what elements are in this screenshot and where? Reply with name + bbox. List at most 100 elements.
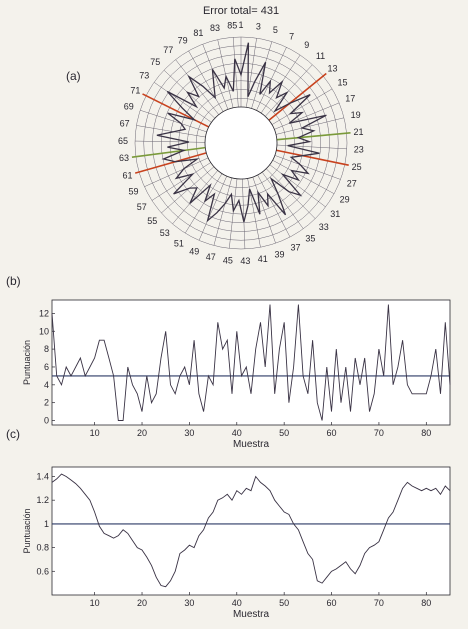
polar-spoke xyxy=(251,41,273,109)
polar-angle-label: 75 xyxy=(150,57,160,67)
polar-spoke xyxy=(232,37,239,108)
polar-highlight-spoke xyxy=(142,93,210,128)
y-tick-label: 1.2 xyxy=(36,495,49,505)
polar-highlight-spoke xyxy=(276,132,351,141)
polar-angle-label: 17 xyxy=(345,93,355,103)
polar-angle-label: 7 xyxy=(289,31,294,41)
x-tick-label: 40 xyxy=(232,598,242,608)
polar-angle-label: 65 xyxy=(118,136,128,146)
polar-spoke xyxy=(140,110,207,133)
y-tick-label: 6 xyxy=(44,362,49,372)
polar-angle-label: 37 xyxy=(290,243,300,253)
polar-spoke xyxy=(256,47,287,111)
polar-spoke xyxy=(144,157,209,187)
polar-angle-label: 53 xyxy=(160,228,170,238)
polar-spoke xyxy=(163,69,216,119)
polar-angle-label: 57 xyxy=(137,202,147,212)
polar-angle-label: 1 xyxy=(238,20,243,30)
polar-angle-label: 33 xyxy=(319,222,329,232)
polar-spoke xyxy=(272,160,335,194)
x-tick-label: 30 xyxy=(184,598,194,608)
y-tick-label: 1 xyxy=(44,519,49,529)
x-tick-label: 80 xyxy=(421,428,431,438)
x-tick-label: 30 xyxy=(184,428,194,438)
x-tick-label: 20 xyxy=(137,598,147,608)
polar-angle-labels: 1 3 57911131517192123252729313335373941434… xyxy=(118,20,364,266)
y-axis-label: Puntuación xyxy=(22,508,32,553)
polar-angle-label: 31 xyxy=(330,209,340,219)
polar-angle-label: 29 xyxy=(340,195,350,205)
polar-angle-label: 47 xyxy=(206,252,216,262)
polar-angle-label: 23 xyxy=(354,145,364,155)
polar-highlight-spoke xyxy=(134,152,207,174)
polar-chart-title: Error total= 431 xyxy=(203,5,279,17)
polar-spoke xyxy=(275,117,345,135)
panel-label-b: (b) xyxy=(6,274,21,288)
x-tick-label: 60 xyxy=(327,598,337,608)
x-tick-label: 40 xyxy=(232,428,242,438)
y-tick-label: 0.6 xyxy=(36,566,49,576)
x-tick-label: 60 xyxy=(327,428,337,438)
polar-spoke xyxy=(274,155,341,180)
polar-chart: Error total= 431 (a) 1 3 57911131517192123… xyxy=(66,5,364,266)
polar-angle-label: 3 xyxy=(256,21,261,31)
x-tick-label: 10 xyxy=(90,598,100,608)
polar-spoke xyxy=(261,171,304,229)
polar-angle-label: 67 xyxy=(120,119,130,129)
polar-spoke xyxy=(202,44,229,110)
polar-angle-label: 45 xyxy=(223,255,233,265)
polar-angle-label: 49 xyxy=(189,246,199,256)
series-line xyxy=(51,304,451,421)
y-tick-label: 8 xyxy=(44,344,49,354)
polar-spoke xyxy=(184,173,223,234)
y-tick-label: 0 xyxy=(44,416,49,426)
polar-angle-label: 39 xyxy=(274,250,284,260)
polar-highlighted-spokes xyxy=(131,72,351,174)
polar-spoke xyxy=(161,166,215,214)
polar-angle-label: 5 xyxy=(273,25,278,35)
x-axis-label: Muestra xyxy=(233,609,270,620)
y-tick-label: 12 xyxy=(39,308,49,318)
polar-spoke xyxy=(269,164,326,208)
polar-angle-label: 73 xyxy=(139,70,149,80)
polar-angle-label: 71 xyxy=(130,85,140,95)
polar-angle-label: 85 xyxy=(227,20,237,30)
polar-spoke xyxy=(266,168,316,219)
x-tick-label: 80 xyxy=(421,598,431,608)
polar-angle-label: 51 xyxy=(174,238,184,248)
polar-highlight-spoke xyxy=(131,146,206,158)
polar-spoke xyxy=(247,178,261,248)
polar-spoke xyxy=(252,176,276,244)
polar-angle-label: 55 xyxy=(147,216,157,226)
line-chart-c: 10 20 30 40 50 60 70 80 0.6 0.8 1 1.2 1.4 Muestra Punt… xyxy=(22,466,451,620)
x-tick-label: 50 xyxy=(279,598,289,608)
polar-angle-label: 41 xyxy=(258,254,268,264)
polar-angle-label: 77 xyxy=(163,45,173,55)
polar-angle-label: 21 xyxy=(353,127,363,137)
polar-angle-label: 83 xyxy=(210,23,220,33)
x-tick-label: 70 xyxy=(374,428,384,438)
polar-spoke xyxy=(188,50,224,112)
polar-angle-label: 59 xyxy=(128,187,138,197)
panel-label-a: (a) xyxy=(66,69,81,83)
y-tick-label: 2 xyxy=(44,398,49,408)
polar-angle-label: 11 xyxy=(316,51,325,61)
polar-angle-label: 35 xyxy=(305,234,315,244)
polar-angle-label: 9 xyxy=(304,40,309,50)
polar-angle-label: 43 xyxy=(240,256,250,266)
y-tick-label: 4 xyxy=(44,380,49,390)
polar-spoke xyxy=(274,102,340,130)
polar-spoke xyxy=(213,177,233,246)
polar-spoke xyxy=(135,140,206,143)
x-tick-label: 70 xyxy=(374,598,384,608)
polar-spoke xyxy=(265,64,313,117)
polar-angle-label: 13 xyxy=(327,64,337,74)
polar-spoke xyxy=(260,54,301,114)
polar-spoke xyxy=(175,59,219,115)
polar-angle-label: 81 xyxy=(193,28,203,38)
polar-spoke xyxy=(172,170,218,225)
polar-angle-label: 25 xyxy=(352,162,362,172)
polar-angle-label: 79 xyxy=(178,35,188,45)
plot-area xyxy=(51,299,451,426)
polar-highlight-spoke xyxy=(268,72,327,121)
